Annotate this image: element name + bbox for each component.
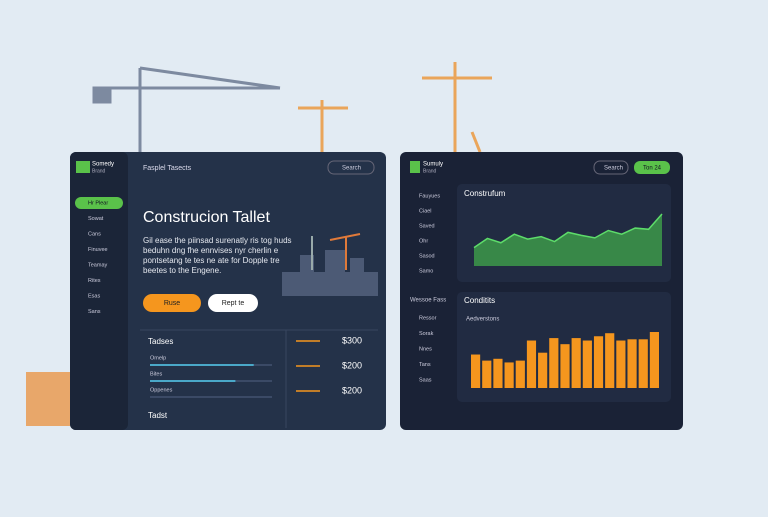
brand: Sumuly	[423, 162, 443, 168]
brand-sub: Brand	[92, 168, 106, 174]
price: $300	[342, 335, 362, 345]
nav-item: Tans	[419, 362, 431, 368]
top-title: Fasplel Tasects	[143, 165, 192, 172]
left-sidebar	[70, 152, 128, 430]
nav-item: Sans	[88, 309, 101, 315]
left-panel	[70, 152, 386, 430]
nav-item: Sorak	[419, 331, 434, 337]
bar	[627, 339, 637, 388]
bar	[560, 344, 570, 388]
bar	[571, 338, 581, 388]
table-title: Tadses	[148, 337, 173, 346]
pallet	[26, 372, 70, 426]
nav-item: Nnes	[419, 346, 432, 352]
primary-label: Ruse	[164, 300, 180, 307]
brand-sub: Brand	[423, 168, 437, 174]
nav-item: Rites	[88, 278, 101, 284]
bar	[504, 362, 514, 388]
brand: Somedy	[92, 162, 114, 168]
nav-item: Fauyues	[419, 193, 440, 199]
nav-item: Cans	[88, 231, 101, 237]
bar	[593, 336, 604, 388]
price: $200	[342, 360, 362, 370]
search-box[interactable]	[327, 160, 375, 175]
nav-group-title: Wessoe Fass	[410, 298, 446, 304]
hero-body: beetes to the Engene.	[143, 266, 221, 275]
logo	[76, 161, 90, 173]
nav-item: Sasod	[419, 253, 435, 259]
bar	[538, 352, 548, 388]
card-title: Construfum	[464, 189, 506, 198]
hero-body: pontsetang te tes ne ate for Dopple tre	[143, 256, 280, 265]
search-box[interactable]	[593, 160, 629, 175]
nav-item: Ciael	[419, 208, 432, 214]
bar	[616, 340, 626, 388]
nav-item: Samo	[419, 268, 433, 274]
hero-body: beduhn dng fhe ennvises nyr cherlin e	[143, 246, 279, 255]
hero-body: Gil ease the piinsad surenatly ris tog h…	[143, 236, 292, 245]
bar	[649, 332, 659, 388]
hero-title: Construcion Tallet	[143, 209, 270, 226]
secondary-label: Rept te	[222, 300, 245, 307]
top-button-label: Ton 24	[643, 166, 662, 172]
row-label: Bites	[150, 371, 162, 377]
bar	[471, 354, 481, 388]
nav-item: Esas	[88, 293, 100, 299]
nav-item: Teamay	[88, 262, 108, 268]
bar	[515, 360, 525, 388]
area-line	[473, 213, 663, 249]
nav-item: Saved	[419, 223, 435, 229]
row-label: Omelp	[150, 355, 166, 361]
table-section: Tadst	[148, 411, 168, 420]
nav-item: Sowat	[88, 216, 104, 222]
logo	[410, 161, 420, 173]
bar	[493, 358, 503, 388]
card-subtitle: Aedverstons	[466, 317, 499, 323]
bar	[582, 340, 592, 388]
secondary-button[interactable]	[208, 294, 258, 312]
primary-button[interactable]	[143, 294, 201, 312]
bar	[638, 339, 648, 388]
area	[474, 214, 662, 266]
nav-item: Ohr	[419, 238, 428, 244]
bar	[482, 360, 492, 388]
nav-item: Saas	[419, 377, 432, 383]
bar	[605, 333, 615, 388]
top-button[interactable]	[634, 161, 670, 174]
cranes	[92, 62, 492, 153]
bar	[526, 340, 537, 388]
nav-item: Finuvee	[88, 247, 108, 253]
nav-item: Ressor	[419, 315, 437, 321]
bar	[549, 338, 559, 388]
city	[282, 233, 378, 296]
nav-item: Hr Plear	[88, 200, 108, 206]
row-label: Oppenes	[150, 387, 173, 393]
card-title: Conditits	[464, 296, 495, 305]
nav-active	[75, 197, 123, 209]
search: Search	[604, 166, 623, 172]
search: Search	[342, 166, 361, 172]
price: $200	[342, 385, 362, 395]
